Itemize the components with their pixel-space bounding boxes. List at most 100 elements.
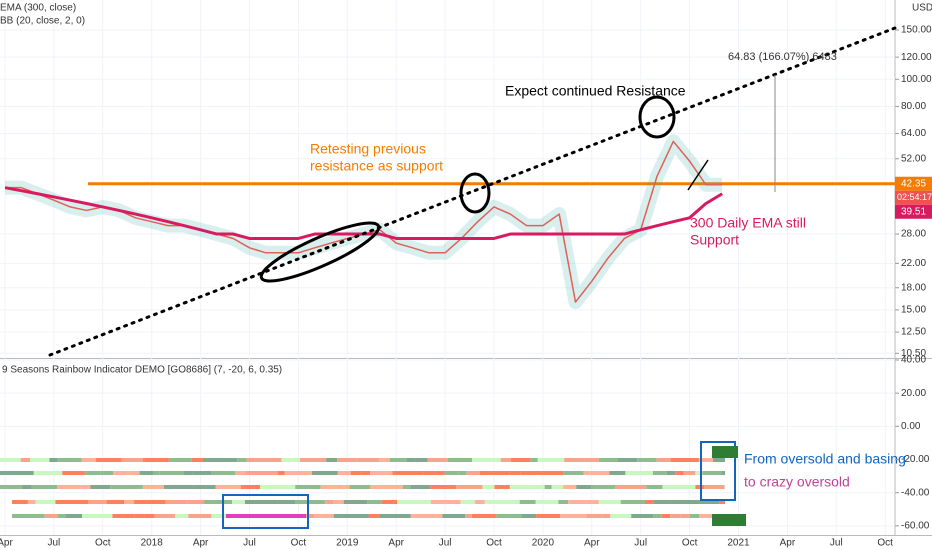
indicator-stripe bbox=[163, 485, 194, 489]
indicator-stripe bbox=[456, 485, 483, 489]
indicator-stripe bbox=[204, 500, 233, 504]
indicator-stripe bbox=[719, 500, 725, 504]
indicator-stripe bbox=[447, 458, 472, 462]
indicator-stripe bbox=[675, 471, 684, 475]
indicator-stripe bbox=[367, 500, 382, 504]
indicator-stripe bbox=[392, 471, 424, 475]
y-tick-label: 18.00 bbox=[901, 282, 926, 293]
indicator-stripe bbox=[646, 485, 663, 489]
annotation: Support bbox=[690, 232, 739, 248]
x-tick-label: Oct bbox=[682, 538, 698, 549]
x-tick-label: Apr bbox=[388, 538, 404, 549]
indicator-stripe bbox=[349, 485, 371, 489]
indicator-stripe bbox=[666, 471, 676, 475]
indicator-stripe bbox=[702, 471, 722, 475]
y-tick-label: 22.00 bbox=[901, 258, 926, 269]
indicator-stripe bbox=[645, 500, 654, 504]
indicator-stripe bbox=[259, 485, 296, 489]
y-tick-label: -20.00 bbox=[901, 454, 930, 465]
indicator-stripe bbox=[30, 458, 50, 462]
indicator-stripe bbox=[381, 500, 398, 504]
indicator-stripe bbox=[423, 471, 445, 475]
marker bbox=[712, 446, 738, 458]
indicator-stripe bbox=[187, 500, 205, 504]
indicator-stripe bbox=[589, 471, 610, 475]
indicator-stripe bbox=[121, 458, 143, 462]
indicator-stripe bbox=[343, 500, 368, 504]
indicator-stripe bbox=[414, 458, 428, 462]
x-tick-label: Jul bbox=[439, 538, 452, 549]
indicator-stripe bbox=[670, 500, 700, 504]
indicator-stripe bbox=[661, 514, 671, 518]
indicator-stripe bbox=[560, 514, 587, 518]
x-tick-label: Apr bbox=[193, 538, 209, 549]
indicator-stripe bbox=[690, 514, 700, 518]
indicator-stripe bbox=[0, 485, 22, 489]
indicator-stripe bbox=[482, 485, 495, 489]
indicator-stripe bbox=[521, 514, 537, 518]
indicator-stripe bbox=[277, 500, 296, 504]
y-tick-label: 40.00 bbox=[901, 355, 926, 366]
x-tick-label: 2018 bbox=[141, 538, 164, 549]
indicator-stripe bbox=[49, 458, 58, 462]
indicator-stripe bbox=[154, 514, 176, 518]
y-tick-label: 64.00 bbox=[901, 128, 926, 139]
indicator-stripe bbox=[406, 458, 415, 462]
indicator-stripe bbox=[631, 514, 654, 518]
measure-label: 64.83 (166.07%) 6483 bbox=[728, 51, 837, 63]
indicator-stripe bbox=[484, 500, 520, 504]
price-tag bbox=[895, 176, 932, 191]
indicator-stripe bbox=[598, 500, 621, 504]
x-tick-label: Apr bbox=[780, 538, 796, 549]
annotation: to crazy oversold bbox=[744, 474, 850, 490]
indicator-stripe bbox=[379, 514, 411, 518]
indicator-stripe bbox=[202, 458, 238, 462]
indicator-stripe bbox=[337, 471, 351, 475]
indicator-stripe bbox=[90, 485, 111, 489]
indicator-stripe bbox=[240, 485, 260, 489]
indicator-title: 9 Seasons Rainbow Indicator DEMO [GO8686… bbox=[2, 365, 282, 376]
x-tick-label: 2020 bbox=[532, 538, 555, 549]
indicator-stripe bbox=[695, 471, 703, 475]
indicator-stripe bbox=[106, 500, 125, 504]
x-tick-label: Oct bbox=[877, 538, 893, 549]
indicator-stripe bbox=[637, 458, 657, 462]
indicator-stripe bbox=[509, 485, 545, 489]
highlight-box bbox=[700, 441, 736, 501]
indicator-stripe bbox=[110, 485, 143, 489]
indicator-stripe bbox=[683, 471, 696, 475]
annotation: Retesting previous bbox=[310, 141, 426, 157]
indicator-stripe bbox=[232, 500, 245, 504]
indicator-stripe bbox=[564, 458, 599, 462]
indicator-stripe bbox=[81, 458, 97, 462]
indicator-stripe bbox=[165, 500, 188, 504]
circle-drawing bbox=[459, 172, 491, 214]
indicator-stripe bbox=[680, 514, 691, 518]
marker bbox=[712, 514, 746, 526]
price-tag bbox=[895, 204, 932, 219]
price-tag-label: 42.35 bbox=[901, 178, 926, 189]
indicator-stripe bbox=[460, 500, 475, 504]
indicator-stripe bbox=[244, 500, 278, 504]
indicator-stripe bbox=[465, 514, 472, 518]
indicator-stripe bbox=[278, 471, 285, 475]
indicator-stripe bbox=[509, 471, 521, 475]
indicator-stripe bbox=[82, 514, 113, 518]
indicator-stripe bbox=[444, 471, 459, 475]
indicator-stripe bbox=[139, 471, 154, 475]
indicator-stripe bbox=[192, 471, 212, 475]
indicator-stripe bbox=[337, 458, 357, 462]
indicator-stripe bbox=[57, 485, 91, 489]
indicator-stripe bbox=[656, 458, 671, 462]
y-tick-label: 10.50 bbox=[901, 348, 926, 359]
indicator-stripe bbox=[471, 514, 497, 518]
indicator-stripe bbox=[0, 458, 21, 462]
indicator-stripe bbox=[370, 471, 393, 475]
indicator-stripe bbox=[558, 500, 569, 504]
indicator-stripe bbox=[142, 485, 164, 489]
x-tick-label: Apr bbox=[0, 538, 13, 549]
y-tick-label: 0.00 bbox=[901, 421, 921, 432]
y-tick-label: 28.00 bbox=[901, 229, 926, 240]
indicator-stripe bbox=[615, 485, 647, 489]
